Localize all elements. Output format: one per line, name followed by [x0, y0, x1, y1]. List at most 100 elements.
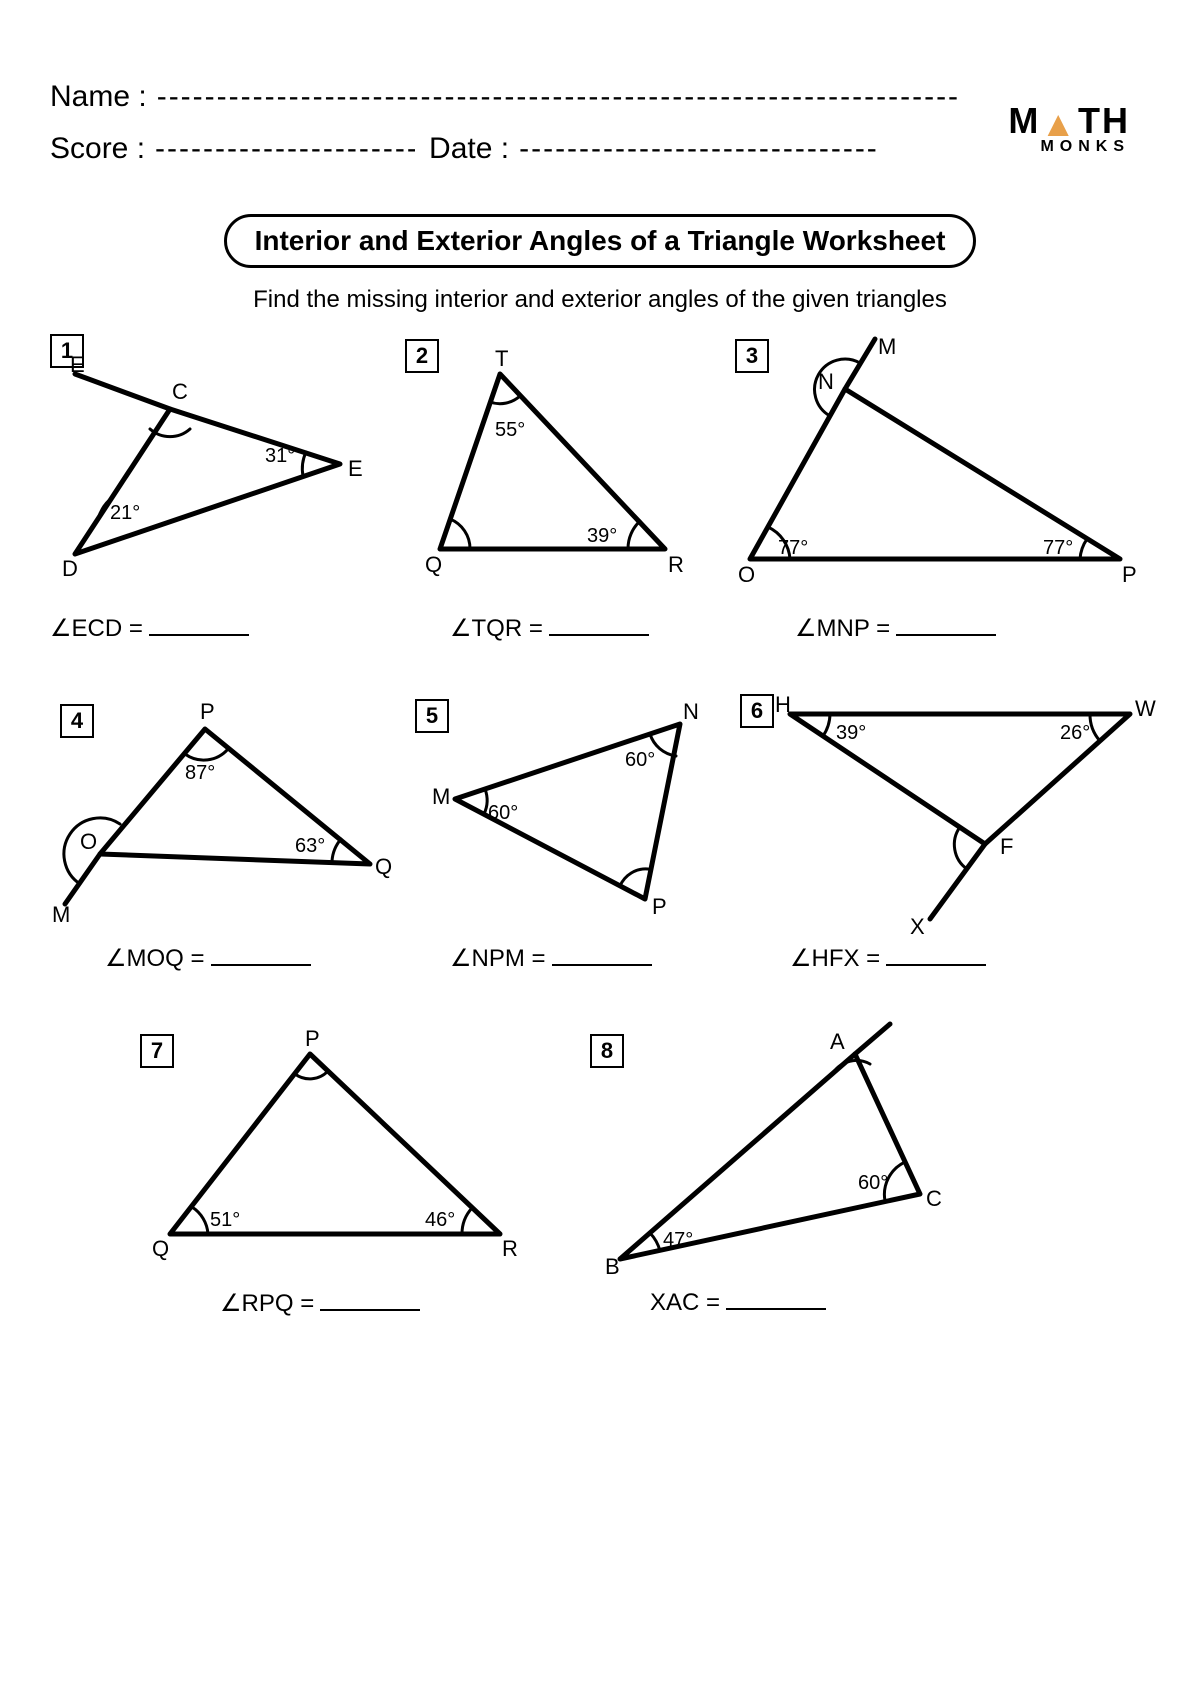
vertex-label: O [738, 562, 755, 587]
angle-label: 31° [265, 445, 295, 467]
vertex-label: H [775, 692, 791, 717]
vertex-label: B [605, 1254, 620, 1279]
vertex-label: M [432, 784, 450, 809]
triangle-1: E C E D 31° 21° [50, 354, 380, 584]
answer-8: XAC = [650, 1289, 826, 1317]
answer-label: XAC = [650, 1289, 720, 1317]
answer-7: ∠RPQ = [220, 1289, 420, 1318]
worksheet-title: Interior and Exterior Angles of a Triang… [224, 214, 977, 268]
vertex-label: M [52, 902, 70, 927]
title-wrap: Interior and Exterior Angles of a Triang… [50, 214, 1150, 268]
problem-2: 2 T Q R 55° 39° [420, 334, 700, 594]
vertex-label: M [878, 334, 896, 359]
vertex-label: Q [375, 854, 392, 879]
problem-4: 4 P O Q M 87° 63° [60, 694, 400, 944]
answer-4: ∠MOQ = [105, 944, 311, 973]
vertex-label: P [200, 699, 215, 724]
vertex-label: T [495, 346, 508, 371]
triangle-4: P O Q M 87° 63° [60, 704, 400, 934]
angle-label: 46° [425, 1209, 455, 1231]
angle-label: 60° [858, 1172, 888, 1194]
answer-blank [726, 1292, 826, 1310]
vertex-label: E [70, 352, 85, 377]
problems-grid: 1 E C E D 31° 21° ∠ECD = 2 T Q [50, 324, 1150, 1574]
vertex-label: W [1135, 696, 1156, 721]
triangle-5: N M P 60° 60° [430, 704, 730, 934]
worksheet-header: Name : ---------------------------------… [50, 80, 1150, 184]
angle-label: 60° [488, 802, 518, 824]
vertex-label: N [683, 699, 699, 724]
answer-label: ∠MOQ = [105, 944, 205, 973]
logo-post: TH [1078, 100, 1130, 141]
vertex-label: A [830, 1029, 845, 1054]
angle-label: 39° [836, 722, 866, 744]
vertex-label: N [818, 369, 834, 394]
answer-blank [320, 1293, 420, 1311]
name-label: Name : [50, 80, 147, 114]
problem-6: 6 H W F X 39° 26° [770, 694, 1150, 954]
angle-label: 47° [663, 1229, 693, 1251]
angle-label: 77° [1043, 537, 1073, 559]
answer-blank [886, 948, 986, 966]
angle-label: 26° [1060, 722, 1090, 744]
vertex-label: D [62, 556, 78, 581]
vertex-label: Q [425, 552, 442, 577]
date-blank: ------------------------------ [519, 132, 879, 166]
answer-5: ∠NPM = [450, 944, 652, 973]
answer-blank [211, 948, 311, 966]
vertex-label: E [348, 456, 363, 481]
logo-main: M▲TH [1008, 100, 1130, 142]
answer-label: ∠NPM = [450, 944, 546, 973]
answer-blank [549, 618, 649, 636]
logo: M▲TH MONKS [1008, 80, 1150, 156]
angle-label: 63° [295, 835, 325, 857]
angle-label: 21° [110, 502, 140, 524]
date-label: Date : [429, 132, 509, 166]
problem-1: 1 E C E D 31° 21° [50, 334, 380, 594]
triangle-2: T Q R 55° 39° [420, 354, 700, 584]
answer-label: ∠ECD = [50, 614, 143, 643]
angle-label: 87° [185, 762, 215, 784]
vertex-label: R [502, 1236, 518, 1261]
angle-label: 77° [778, 537, 808, 559]
triangle-8: A B C 47° 60° [600, 1024, 1000, 1274]
answer-blank [149, 618, 249, 636]
score-label: Score : [50, 132, 145, 166]
answer-3: ∠MNP = [795, 614, 996, 643]
angle-label: 39° [587, 525, 617, 547]
triangle-7: P Q R 51° 46° [150, 1034, 530, 1254]
vertex-label: O [80, 829, 97, 854]
problem-8: 8 A B C 47° 60° [590, 1024, 990, 1284]
name-blank: ----------------------------------------… [157, 80, 960, 114]
vertex-label: P [1122, 562, 1137, 587]
problem-7: 7 P Q R 51° 46° [140, 1034, 520, 1274]
answer-label: ∠HFX = [790, 944, 880, 973]
logo-triangle-icon: ▲ [1040, 103, 1078, 145]
problem-5: 5 N M P 60° 60° [430, 694, 730, 944]
vertex-label: P [652, 894, 667, 919]
name-field: Name : ---------------------------------… [50, 80, 1008, 114]
vertex-label: Q [152, 1236, 169, 1261]
triangle-6: H W F X 39° 26° [770, 694, 1150, 954]
answer-2: ∠TQR = [450, 614, 649, 643]
problem-3: 3 M N O P 77° 77° [740, 334, 1140, 594]
score-date-row: Score : ------------------------ Date : … [50, 132, 1008, 166]
triangle-3: M N O P 77° 77° [740, 354, 1140, 594]
answer-label: ∠TQR = [450, 614, 543, 643]
logo-pre: M [1008, 100, 1040, 141]
header-fields: Name : ---------------------------------… [50, 80, 1008, 184]
angle-label: 51° [210, 1209, 240, 1231]
vertex-label: C [172, 379, 188, 404]
instruction-text: Find the missing interior and exterior a… [50, 286, 1150, 314]
answer-blank [552, 948, 652, 966]
vertex-label: R [668, 552, 684, 577]
answer-label: ∠RPQ = [220, 1289, 314, 1318]
vertex-label: C [926, 1186, 942, 1211]
answer-blank [896, 618, 996, 636]
answer-label: ∠MNP = [795, 614, 890, 643]
problem-number: 6 [740, 694, 774, 728]
vertex-label: F [1000, 834, 1013, 859]
answer-1: ∠ECD = [50, 614, 249, 643]
angle-label: 55° [495, 419, 525, 441]
vertex-label: P [305, 1026, 320, 1051]
